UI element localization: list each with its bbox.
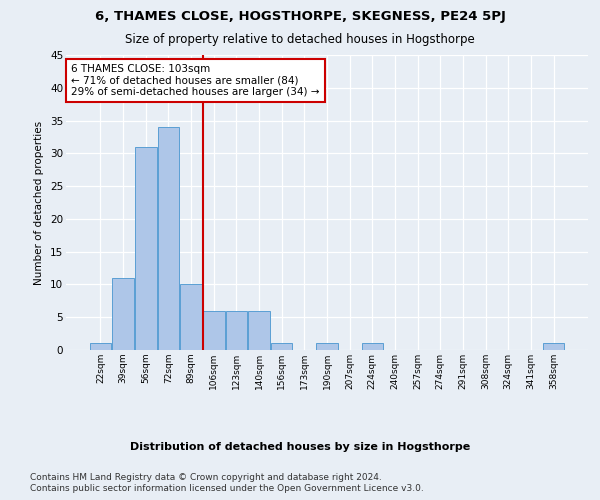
Text: 6 THAMES CLOSE: 103sqm
← 71% of detached houses are smaller (84)
29% of semi-det: 6 THAMES CLOSE: 103sqm ← 71% of detached…: [71, 64, 320, 97]
Text: Contains public sector information licensed under the Open Government Licence v3: Contains public sector information licen…: [30, 484, 424, 493]
Bar: [203, 310, 224, 350]
Bar: [543, 344, 564, 350]
Text: Distribution of detached houses by size in Hogsthorpe: Distribution of detached houses by size …: [130, 442, 470, 452]
Text: Contains HM Land Registry data © Crown copyright and database right 2024.: Contains HM Land Registry data © Crown c…: [30, 472, 382, 482]
Bar: [271, 344, 292, 350]
Bar: [90, 344, 111, 350]
Bar: [226, 310, 247, 350]
Bar: [362, 344, 383, 350]
Bar: [316, 344, 338, 350]
Bar: [112, 278, 134, 350]
Bar: [181, 284, 202, 350]
Text: Size of property relative to detached houses in Hogsthorpe: Size of property relative to detached ho…: [125, 32, 475, 46]
Y-axis label: Number of detached properties: Number of detached properties: [34, 120, 44, 284]
Bar: [158, 127, 179, 350]
Text: 6, THAMES CLOSE, HOGSTHORPE, SKEGNESS, PE24 5PJ: 6, THAMES CLOSE, HOGSTHORPE, SKEGNESS, P…: [95, 10, 505, 23]
Bar: [248, 310, 270, 350]
Bar: [135, 147, 157, 350]
